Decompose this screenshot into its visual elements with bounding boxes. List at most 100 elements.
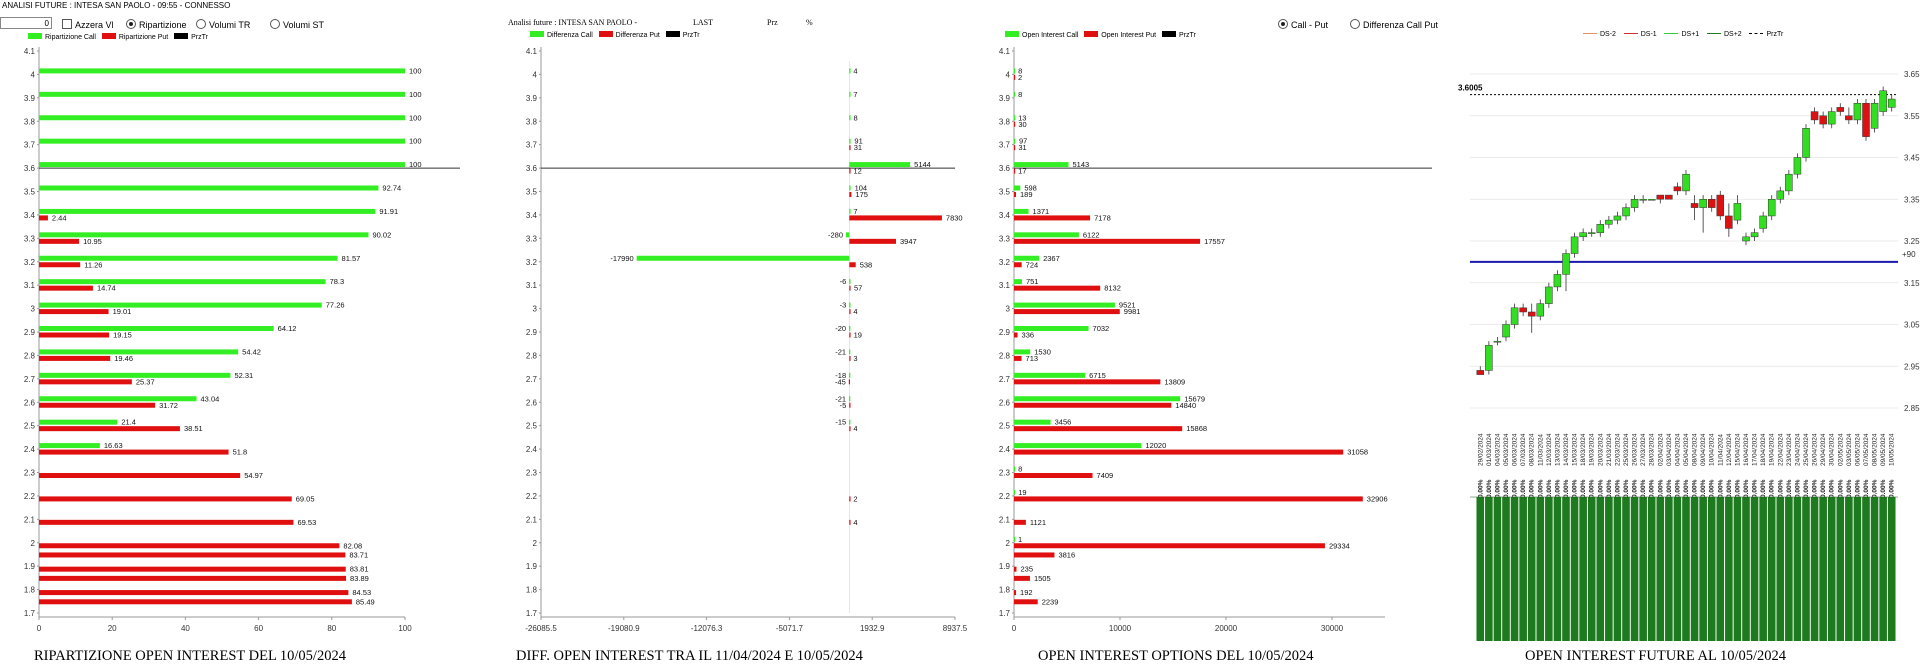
y-tick-label: 2 bbox=[533, 539, 538, 548]
radio-dot[interactable] bbox=[1278, 19, 1288, 29]
y-tick-label: 3.4 bbox=[526, 211, 538, 220]
put-bar-label: 17557 bbox=[1204, 237, 1225, 246]
put-bar bbox=[1014, 496, 1363, 502]
call-bar bbox=[1014, 536, 1016, 542]
call-bar bbox=[39, 443, 100, 449]
y-tick-label: 2.8 bbox=[526, 351, 538, 360]
call-bar-label: 8 bbox=[853, 113, 857, 122]
put-bar-label: 57 bbox=[854, 284, 862, 293]
oi-bar bbox=[1682, 497, 1690, 641]
put-bar bbox=[1014, 355, 1022, 361]
call-bar bbox=[39, 372, 231, 378]
radio-ripartizione[interactable]: Ripartizione bbox=[126, 19, 187, 30]
legend-line-ds+2 bbox=[1706, 33, 1721, 34]
panel1-title: RIPARTIZIONE OPEN INTEREST DEL 10/05/202… bbox=[34, 648, 346, 664]
call-bar-label: -15 bbox=[835, 418, 846, 427]
legend-line-ds+1 bbox=[1664, 33, 1679, 34]
radio-dot[interactable] bbox=[126, 19, 136, 29]
call-bar bbox=[849, 302, 851, 308]
radio-dot[interactable] bbox=[1350, 19, 1360, 29]
put-bar-label: 12 bbox=[853, 167, 861, 176]
panel4-title: OPEN INTEREST FUTURE AL 10/05/2024 bbox=[1525, 648, 1787, 664]
put-bar bbox=[39, 543, 340, 549]
put-bar bbox=[1014, 426, 1183, 432]
y-tick-label: 3.9 bbox=[999, 94, 1011, 103]
y-tick-label: 2.4 bbox=[526, 445, 538, 454]
candle-body bbox=[1630, 199, 1639, 208]
value-input[interactable] bbox=[0, 17, 52, 29]
call-bar bbox=[1014, 349, 1031, 355]
call-bar-label: 54.42 bbox=[242, 347, 261, 356]
radio-dot[interactable] bbox=[270, 19, 280, 29]
put-bar-label: 538 bbox=[860, 260, 873, 269]
oi-bar bbox=[1793, 497, 1802, 641]
candle-body bbox=[1707, 199, 1716, 208]
y-tick-label: 3.8 bbox=[24, 117, 36, 126]
pct-label: 0.00% bbox=[1623, 479, 1630, 498]
put-bar-label: 14840 bbox=[1175, 401, 1196, 410]
put-bar bbox=[1014, 566, 1017, 572]
call-bar bbox=[39, 115, 405, 121]
pct-label: 0.00% bbox=[1752, 479, 1759, 498]
y-tick-label: 3.35 bbox=[1904, 195, 1920, 204]
call-bar-label: -6 bbox=[840, 277, 847, 286]
call-bar-label: 16.63 bbox=[104, 441, 123, 450]
call-bar bbox=[39, 91, 405, 97]
pct-label: 0.00% bbox=[1614, 479, 1621, 498]
put-bar-label: 83.71 bbox=[349, 550, 368, 559]
pct-label: 0.00% bbox=[1503, 479, 1510, 498]
candle-body bbox=[1785, 173, 1793, 192]
put-bar bbox=[849, 285, 851, 291]
call-bar-label: -3 bbox=[840, 301, 847, 310]
radio-volumi-st[interactable]: Volumi ST bbox=[270, 19, 324, 30]
put-bar bbox=[39, 552, 346, 558]
y-tick-label: 2.85 bbox=[1904, 404, 1920, 413]
candle-body bbox=[1493, 340, 1502, 343]
call-bar bbox=[39, 68, 405, 74]
pct-label: 0.00% bbox=[1854, 479, 1861, 498]
radio-call-put[interactable]: Call - Put bbox=[1278, 19, 1328, 30]
y-tick-label: 3.5 bbox=[999, 188, 1011, 197]
y-tick-label: 2.5 bbox=[24, 422, 36, 431]
put-bar-label: 69.05 bbox=[296, 494, 315, 503]
put-bar-label: 31 bbox=[1018, 143, 1026, 152]
put-bar-label: 83.81 bbox=[350, 565, 369, 574]
put-bar-label: 51.8 bbox=[233, 448, 248, 457]
call-bar bbox=[849, 162, 911, 168]
checkbox-box[interactable] bbox=[62, 19, 72, 29]
call-bar bbox=[1014, 115, 1016, 121]
oi-bar bbox=[1742, 497, 1750, 641]
price-label: 3.6005 bbox=[1458, 84, 1483, 93]
call-bar-label: 13 bbox=[1018, 113, 1026, 122]
call-bar bbox=[1014, 372, 1086, 378]
call-bar-label: 5143 bbox=[1073, 160, 1090, 169]
put-bar-label: 8132 bbox=[1104, 284, 1121, 293]
put-bar bbox=[1014, 599, 1038, 605]
date-label: 06/05/2024 bbox=[1854, 433, 1861, 466]
oi-bar bbox=[1502, 497, 1510, 641]
azzera-checkbox[interactable]: Azzera Vl bbox=[62, 19, 114, 30]
oi-bar bbox=[1862, 497, 1870, 641]
radio-dot[interactable] bbox=[196, 19, 206, 29]
date-label: 21/03/2024 bbox=[1606, 433, 1613, 466]
oi-bar bbox=[1519, 497, 1527, 641]
date-label: 04/03/2024 bbox=[1494, 433, 1501, 466]
oi-bar bbox=[1707, 497, 1716, 641]
put-bar-label: 15868 bbox=[1186, 424, 1207, 433]
x-tick-label: 20 bbox=[108, 624, 117, 633]
radio-differenza[interactable]: Differenza Call Put bbox=[1350, 19, 1438, 30]
call-bar-label: -21 bbox=[835, 394, 846, 403]
radio-volumi-tr[interactable]: Volumi TR bbox=[196, 19, 250, 30]
call-bar bbox=[1014, 466, 1016, 472]
put-bar bbox=[39, 426, 180, 432]
oi-bar bbox=[1639, 497, 1647, 641]
oi-bar bbox=[1553, 497, 1562, 641]
call-bar-label: 6122 bbox=[1083, 230, 1100, 239]
oi-bar bbox=[1510, 497, 1519, 641]
y-tick-label: 2.9 bbox=[24, 328, 36, 337]
oi-bar bbox=[1622, 497, 1630, 641]
oi-bar bbox=[1776, 497, 1785, 641]
put-bar bbox=[849, 519, 851, 525]
call-bar-label: 598 bbox=[1024, 184, 1037, 193]
put-bar bbox=[1014, 473, 1093, 478]
